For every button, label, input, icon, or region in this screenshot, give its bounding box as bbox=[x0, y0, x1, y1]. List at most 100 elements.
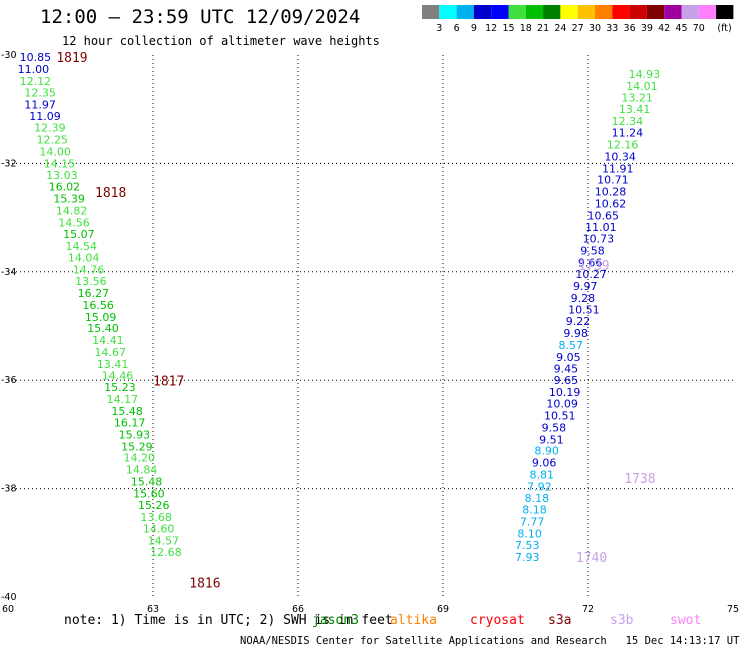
wave-height-value: 14.67 bbox=[95, 346, 127, 359]
wave-height-value: 10.85 bbox=[20, 51, 51, 64]
wave-height-value: 9.98 bbox=[563, 327, 588, 340]
wave-height-value: 10.65 bbox=[588, 209, 620, 222]
colorbar-label: 6 bbox=[454, 23, 460, 34]
wave-height-value: 10.62 bbox=[595, 198, 627, 211]
colorbar-label: 39 bbox=[641, 23, 653, 34]
wave-height-value: 13.41 bbox=[619, 103, 651, 116]
legend-item-jason3: jason3 bbox=[312, 613, 359, 628]
colorbar-label: 21 bbox=[537, 23, 549, 34]
colorbar-label: 3 bbox=[436, 23, 442, 34]
colorbar-swatch bbox=[577, 5, 595, 19]
wave-height-value: 9.45 bbox=[554, 362, 579, 375]
wave-height-value: 11.24 bbox=[612, 127, 644, 140]
wave-height-value: 14.56 bbox=[58, 216, 89, 229]
wave-height-value: 12.35 bbox=[24, 86, 56, 99]
wave-height-value: 10.51 bbox=[544, 409, 576, 422]
wave-height-value: 15.93 bbox=[119, 428, 151, 441]
legend-item-s3a: s3a bbox=[548, 613, 572, 628]
wave-height-value: 7.93 bbox=[515, 551, 540, 564]
page-title: 12:00 — 23:59 UTC 12/09/2024 bbox=[40, 6, 361, 28]
wave-height-value: 12.68 bbox=[150, 546, 182, 559]
lat-tick-label: -40 bbox=[1, 592, 17, 603]
wave-height-value: 8.18 bbox=[525, 492, 550, 505]
wave-height-value: 10.34 bbox=[604, 150, 636, 163]
colorbar-label: 70 bbox=[693, 23, 705, 34]
colorbar-label: 9 bbox=[471, 23, 477, 34]
wave-height-value: 8.57 bbox=[559, 339, 584, 352]
wave-height-value: 14.15 bbox=[44, 157, 75, 170]
wave-height-value: 14.82 bbox=[56, 205, 88, 218]
wave-height-value: 13.03 bbox=[46, 169, 78, 182]
wave-height-value: 12.25 bbox=[37, 134, 68, 147]
colorbar-label: 30 bbox=[589, 23, 601, 34]
colorbar-label: 15 bbox=[502, 23, 514, 34]
colorbar: 3 6 9 12 15 18 21 24 27 30 33 36 39 42 45 70 (ft) bbox=[422, 5, 734, 34]
lon-tick-label: 60 bbox=[2, 604, 14, 615]
wave-height-value: 11.97 bbox=[24, 98, 56, 111]
lat-tick-label: -34 bbox=[1, 267, 17, 278]
wave-height-value: 9.28 bbox=[571, 292, 596, 305]
wave-height-value: 15.60 bbox=[133, 487, 165, 500]
colorbar-label: 27 bbox=[572, 23, 584, 34]
lon-tick-label: 69 bbox=[437, 604, 449, 615]
pass-time-label: 1817 bbox=[153, 375, 184, 390]
wave-height-value: 14.60 bbox=[143, 523, 175, 536]
wave-height-value: 7.92 bbox=[527, 480, 552, 493]
wave-height-value: 16.17 bbox=[114, 416, 146, 429]
colorbar-label: 36 bbox=[624, 23, 636, 34]
wave-height-value: 16.27 bbox=[78, 287, 110, 300]
colorbar-label: 45 bbox=[675, 23, 687, 34]
wave-height-value: 14.41 bbox=[92, 334, 124, 347]
wave-height-value: 14.17 bbox=[107, 393, 139, 406]
colorbar-label: 18 bbox=[520, 23, 532, 34]
wave-height-value: 9.05 bbox=[556, 351, 581, 364]
wave-height-value: 15.09 bbox=[85, 311, 117, 324]
wave-height-value: 16.02 bbox=[49, 181, 81, 194]
wave-height-value: 14.57 bbox=[148, 535, 180, 548]
wave-height-value: 12.12 bbox=[20, 75, 51, 88]
wave-height-value: 8.81 bbox=[530, 469, 555, 482]
wave-height-value: 10.73 bbox=[583, 233, 615, 246]
wave-height-value: 15.07 bbox=[63, 228, 95, 241]
wave-height-value: 7.53 bbox=[515, 539, 540, 552]
colorbar-swatch bbox=[716, 5, 734, 19]
pass-time-label: 1739 bbox=[578, 259, 609, 274]
page-subtitle: 12 hour collection of altimeter wave hei… bbox=[62, 34, 380, 48]
wave-height-value: 15.40 bbox=[87, 322, 119, 335]
lon-tick-label: 66 bbox=[292, 604, 304, 615]
wave-height-value: 10.27 bbox=[575, 268, 607, 281]
wave-height-value: 13.21 bbox=[621, 91, 653, 104]
wave-height-value: 7.77 bbox=[520, 516, 545, 529]
wave-height-value: 14.93 bbox=[629, 68, 661, 81]
lon-tick-label: 63 bbox=[147, 604, 159, 615]
wave-height-value: 8.10 bbox=[517, 528, 542, 541]
lon-tick-label: 75 bbox=[727, 604, 739, 615]
wave-height-value: 9.22 bbox=[566, 315, 591, 328]
colorbar-swatch bbox=[543, 5, 561, 19]
footer-credit: NOAA/NESDIS Center for Satellite Applica… bbox=[240, 635, 740, 647]
wave-height-value: 15.26 bbox=[138, 499, 170, 512]
lon-tick-label: 72 bbox=[582, 604, 594, 615]
colorbar-label: 12 bbox=[485, 23, 497, 34]
wave-height-value: 15.39 bbox=[53, 193, 85, 206]
wave-height-value: 11.91 bbox=[602, 162, 634, 175]
wave-height-value: 14.54 bbox=[66, 240, 98, 253]
colorbar-swatch bbox=[595, 5, 613, 19]
colorbar-swatch bbox=[612, 5, 630, 19]
colorbar-unit: (ft) bbox=[717, 23, 731, 34]
wave-height-value: 10.19 bbox=[549, 386, 581, 399]
legend-item-s3b: s3b bbox=[610, 613, 634, 628]
wave-height-value: 14.00 bbox=[39, 145, 71, 158]
lat-tick-label: -38 bbox=[1, 484, 17, 495]
wave-height-value: 9.97 bbox=[573, 280, 598, 293]
colorbar-swatch bbox=[491, 5, 509, 19]
wave-height-value: 10.09 bbox=[546, 398, 578, 411]
lat-tick-label: -30 bbox=[1, 50, 17, 61]
pass-time-label: 1816 bbox=[189, 576, 220, 591]
pass-time-label: 1738 bbox=[624, 472, 655, 487]
wave-height-value: 13.68 bbox=[140, 511, 172, 524]
legend-item-altika: altika bbox=[390, 613, 437, 628]
wave-height-value: 11.01 bbox=[585, 221, 617, 234]
colorbar-swatch bbox=[508, 5, 526, 19]
legend-item-swot: swot bbox=[670, 613, 702, 628]
